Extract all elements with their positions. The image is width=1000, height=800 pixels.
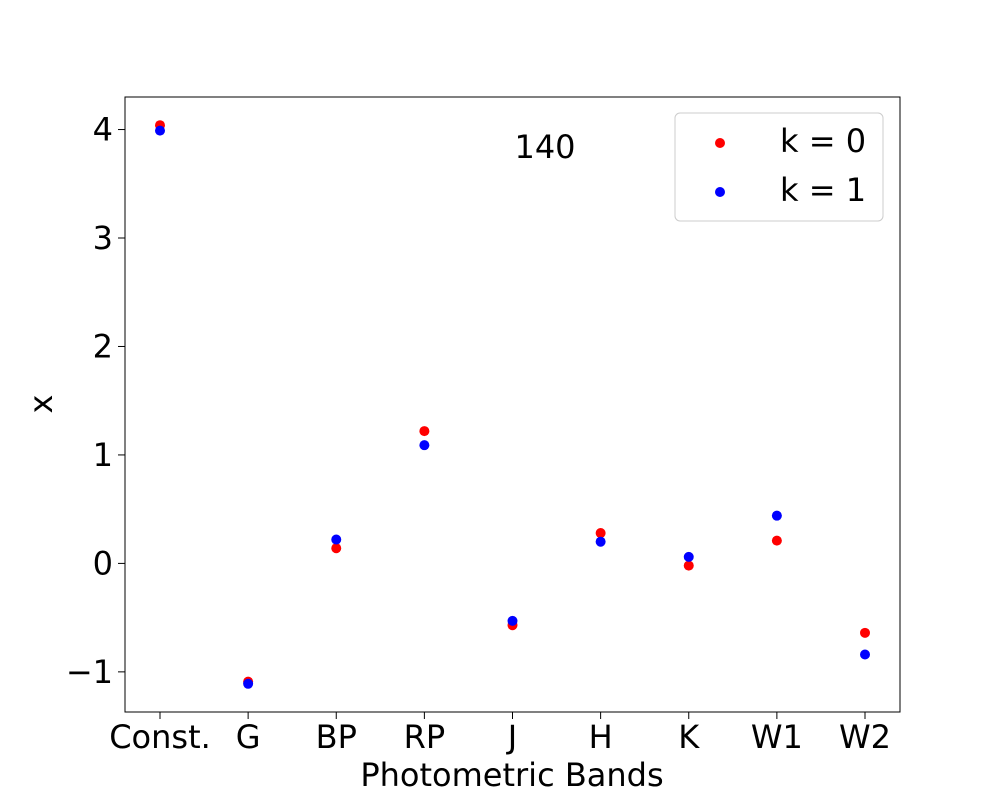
legend-marker-k1 <box>715 187 725 197</box>
data-point-k1 <box>419 440 430 451</box>
y-tick-label: −1 <box>66 653 113 691</box>
x-axis-label: Photometric Bands <box>360 756 663 794</box>
y-tick-label: 4 <box>93 111 113 149</box>
legend: k = 0 k = 1 <box>674 112 884 222</box>
legend-label-k0: k = 0 <box>780 122 866 160</box>
legend-marker-k0 <box>715 138 725 148</box>
data-point-k1 <box>243 678 254 689</box>
legend-label-k1: k = 1 <box>780 171 866 209</box>
y-tick-label: 0 <box>93 544 113 582</box>
data-point-k1 <box>683 551 694 562</box>
data-point-k0 <box>419 426 430 437</box>
data-point-k1 <box>507 615 518 626</box>
axis-ticks: −1 0 1 2 3 4 Const. G BP RP J H K W1 W2 <box>66 111 891 756</box>
data-point-k0 <box>331 543 342 554</box>
x-tick-label: G <box>236 718 261 756</box>
data-points <box>155 120 870 689</box>
x-tick-label: W1 <box>751 718 803 756</box>
data-point-k0 <box>683 560 694 571</box>
x-tick-label: H <box>589 718 613 756</box>
data-point-k1 <box>155 125 165 136</box>
x-tick-label: RP <box>404 718 446 756</box>
data-point-k1 <box>771 510 782 521</box>
x-tick-label: Const. <box>109 718 211 756</box>
data-point-k1 <box>860 649 870 660</box>
x-tick-label: BP <box>316 718 357 756</box>
data-point-k1 <box>331 534 342 545</box>
data-point-k1 <box>595 536 606 547</box>
y-tick-label: 3 <box>93 219 113 257</box>
data-point-k0 <box>860 627 870 638</box>
annotation-label: 140 <box>514 128 575 166</box>
y-tick-label: 1 <box>93 436 113 474</box>
x-tick-label: W2 <box>839 718 891 756</box>
y-axis-label: x <box>22 395 60 414</box>
x-tick-label: J <box>506 718 517 756</box>
legend-box <box>674 112 884 222</box>
data-point-k0 <box>771 535 782 546</box>
y-tick-label: 2 <box>93 327 113 365</box>
x-tick-label: K <box>678 718 700 756</box>
data-point-k0 <box>595 528 606 539</box>
